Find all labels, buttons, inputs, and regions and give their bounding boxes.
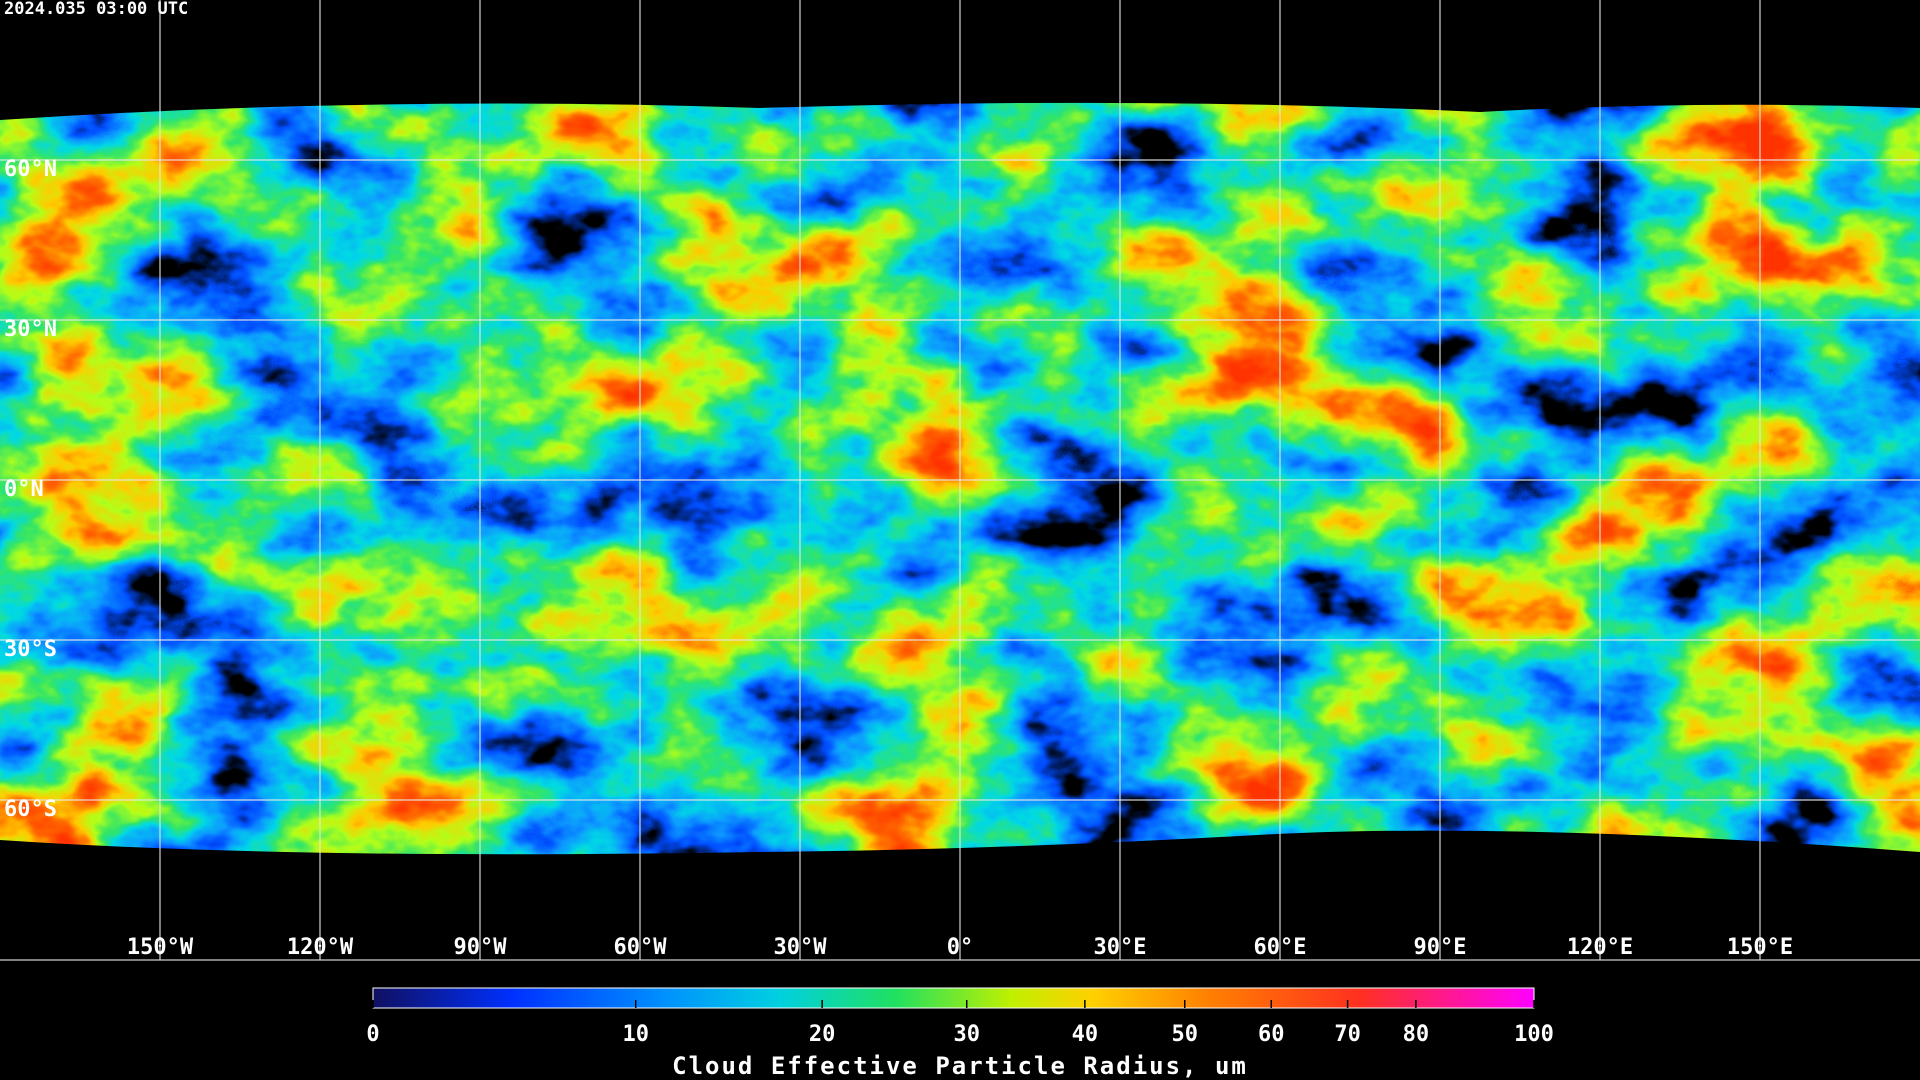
longitude-label: 30°E	[1094, 935, 1147, 960]
longitude-label: 0°	[947, 935, 974, 960]
longitude-label: 60°W	[614, 935, 668, 960]
colorbar-label: Cloud Effective Particle Radius, um	[672, 1052, 1248, 1080]
longitude-label: 90°E	[1414, 935, 1467, 960]
latitude-label: 30°N	[4, 317, 57, 342]
graticule: 150°W 120°W 90°W 60°W 30°W 0° 30°E 60°E 90°E 120°…	[0, 0, 1920, 960]
colorbar-ramp	[372, 987, 1535, 1009]
latitude-label: 60°S	[4, 797, 57, 822]
longitude-label: 150°E	[1727, 935, 1793, 960]
longitude-label: 120°W	[287, 935, 354, 960]
latitude-label: 0°N	[4, 477, 44, 502]
colorbar-tick-label: 40	[1072, 1022, 1099, 1047]
colorbar-tick-label: 70	[1334, 1022, 1361, 1047]
colorbar-tick-label: 50	[1171, 1022, 1198, 1047]
colorbar-tick-label: 20	[809, 1022, 836, 1047]
latitude-label: 30°S	[4, 637, 57, 662]
colorbar-tick-label: 30	[953, 1022, 980, 1047]
colorbar-tick-label: 100	[1514, 1022, 1554, 1047]
longitude-label: 120°E	[1567, 935, 1633, 960]
longitude-label: 30°W	[774, 935, 828, 960]
colorbar-tick-label: 60	[1258, 1022, 1285, 1047]
colorbar-tick-label: 0	[366, 1022, 379, 1047]
longitude-label: 150°W	[127, 935, 194, 960]
colorbar-tick-label: 10	[622, 1022, 649, 1047]
colorbar: 0 10 20 30 40 50 60 70 80 100	[366, 987, 1554, 1047]
colorbar-tick-label: 80	[1403, 1022, 1430, 1047]
timestamp: 2024.035 03:00 UTC	[4, 0, 188, 19]
longitude-label: 90°W	[454, 935, 508, 960]
latitude-label: 60°N	[4, 157, 57, 182]
longitude-label: 60°E	[1254, 935, 1307, 960]
